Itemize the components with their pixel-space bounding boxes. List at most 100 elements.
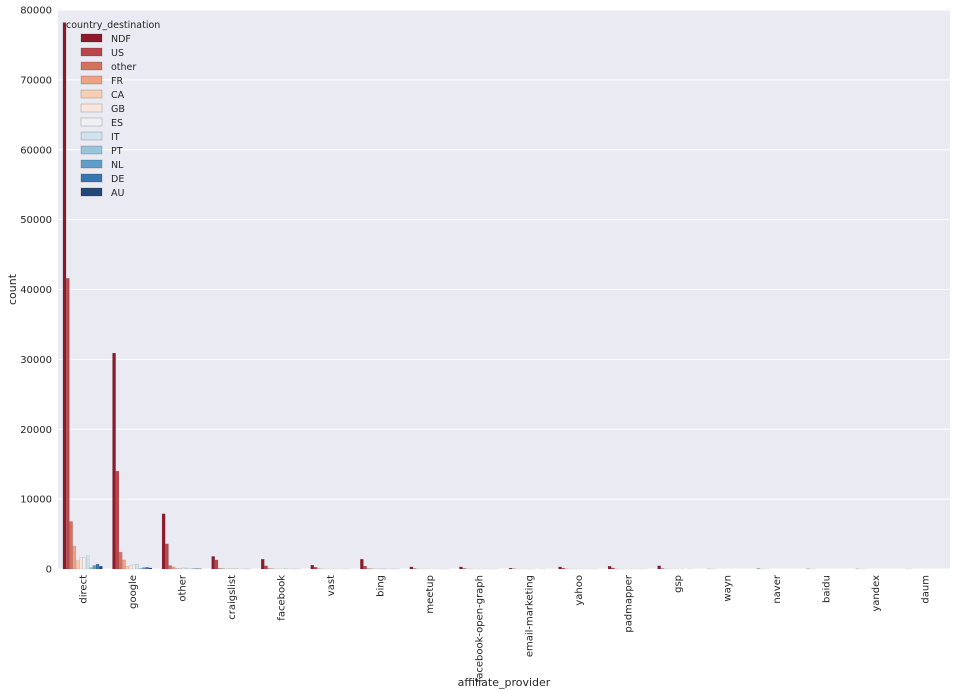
legend-swatch-NL <box>80 159 103 169</box>
bar-google-ES <box>132 564 136 570</box>
x-axis-ticks: direct google other craigslist facebook vast b… <box>78 574 931 682</box>
bar-direct-GB <box>79 557 83 570</box>
legend-label-US: US <box>111 48 124 59</box>
x-tick-label: facebook-open-graph <box>475 575 486 682</box>
legend: country_destination NDF US other FR CA GB ES IT… <box>66 20 160 199</box>
bar-other-other <box>168 565 172 570</box>
legend-label-IT: IT <box>111 132 120 143</box>
bar-google-IT <box>135 563 139 570</box>
legend-swatch-GB <box>80 103 103 113</box>
x-tick-label: meetup <box>425 575 436 614</box>
bar-google-FR <box>122 559 126 570</box>
legend-label-DE: DE <box>111 174 124 185</box>
bar-other-GB <box>178 568 182 570</box>
x-tick-label: facebook <box>277 575 288 621</box>
x-axis-label: affiliate_provider <box>458 676 551 689</box>
legend-label-ES: ES <box>111 118 123 129</box>
x-tick-label: wayn <box>723 575 734 602</box>
bar-padmapper-NDF <box>607 566 612 570</box>
x-tick-label: baidu <box>822 575 833 603</box>
y-tick-label: 0 <box>46 565 52 576</box>
legend-swatch-FR <box>80 75 103 85</box>
bar-google-AU <box>148 567 153 570</box>
legend-title: country_destination <box>66 20 160 31</box>
bar-google-NL <box>142 567 146 570</box>
bar-meetup-NDF <box>409 566 414 570</box>
y-tick-label: 70000 <box>20 75 52 86</box>
legend-swatch-DE <box>80 173 103 183</box>
bar-craigslist-NDF <box>211 556 215 570</box>
bar-craigslist-US <box>214 559 219 570</box>
bar-direct-other <box>69 521 73 570</box>
bar-yahoo-US <box>561 568 566 570</box>
y-axis-label: count <box>6 273 19 305</box>
x-tick-label: yandex <box>871 575 882 612</box>
bar-direct-DE <box>95 563 100 570</box>
bar-facebook-NDF <box>261 559 265 570</box>
legend-swatch-ES <box>80 117 103 127</box>
legend-swatch-AU <box>80 187 103 197</box>
bar-google-DE <box>145 567 149 570</box>
x-tick-label: other <box>177 574 188 602</box>
y-tick-label: 40000 <box>20 285 52 296</box>
bar-bing-US <box>363 566 367 570</box>
legend-swatch-NDF <box>80 33 103 43</box>
legend-swatch-PT <box>80 145 103 155</box>
legend-swatch-IT <box>80 131 103 141</box>
bar-other-CA <box>175 568 179 570</box>
y-axis-ticks: 0 10000 20000 30000 40000 50000 60000 70000 8000… <box>20 6 52 576</box>
y-tick-label: 50000 <box>20 215 52 226</box>
x-tick-label: email-marketing <box>524 575 535 657</box>
bar-google-NDF <box>112 352 116 570</box>
bar-direct-ES <box>82 556 87 570</box>
bar-facebook-US <box>264 565 268 570</box>
bars <box>62 22 912 570</box>
bar-google-PT <box>138 568 143 570</box>
legend-label-PT: PT <box>111 146 123 157</box>
x-tick-label: naver <box>772 574 783 604</box>
bar-padmapper-US <box>611 567 615 570</box>
x-tick-label: vast <box>326 575 337 596</box>
bar-direct-NDF <box>62 22 67 570</box>
bar-google-GB <box>128 565 133 570</box>
x-tick-label: daum <box>921 575 932 604</box>
legend-swatch-CA <box>80 89 103 99</box>
bar-facebook-open-graph-US <box>462 568 466 570</box>
bar-direct-FR <box>72 545 77 570</box>
legend-label-AU: AU <box>111 188 124 199</box>
gridlines <box>58 9 950 570</box>
legend-label-CA: CA <box>111 90 125 101</box>
y-tick-label: 10000 <box>20 495 52 506</box>
x-tick-label: bing <box>376 575 387 597</box>
bar-email-marketing-NDF <box>508 568 513 570</box>
bar-direct-IT <box>85 555 90 570</box>
x-tick-label: gsp <box>673 575 684 593</box>
bar-bing-NDF <box>360 559 364 570</box>
y-tick-label: 80000 <box>20 6 52 17</box>
bar-direct-US <box>66 278 70 570</box>
bar-direct-PT <box>89 567 93 570</box>
legend-label-other: other <box>111 62 136 73</box>
legend-label-NL: NL <box>111 160 124 171</box>
bar-yahoo-NDF <box>558 566 562 570</box>
legend-swatch-US <box>80 47 103 57</box>
legend-label-NDF: NDF <box>111 34 131 45</box>
bar-other-US <box>165 543 169 570</box>
bar-direct-CA <box>76 560 80 570</box>
bar-vast-US <box>313 567 318 570</box>
legend-label-FR: FR <box>111 76 123 87</box>
bar-other-FR <box>171 566 176 570</box>
bar-craigslist-other <box>218 568 222 570</box>
x-tick-label: padmapper <box>623 574 634 633</box>
bar-vast-NDF <box>310 565 314 570</box>
bar-other-NDF <box>161 513 166 570</box>
x-tick-label: craigslist <box>227 575 238 620</box>
bar-google-CA <box>125 566 129 570</box>
legend-label-GB: GB <box>111 104 125 115</box>
bar-gsp-NDF <box>657 565 661 570</box>
legend-swatch-other <box>80 61 103 71</box>
bar-other-ES <box>181 567 186 570</box>
x-tick-label: yahoo <box>574 575 585 606</box>
y-tick-label: 30000 <box>20 355 52 366</box>
bar-direct-AU <box>99 566 103 570</box>
